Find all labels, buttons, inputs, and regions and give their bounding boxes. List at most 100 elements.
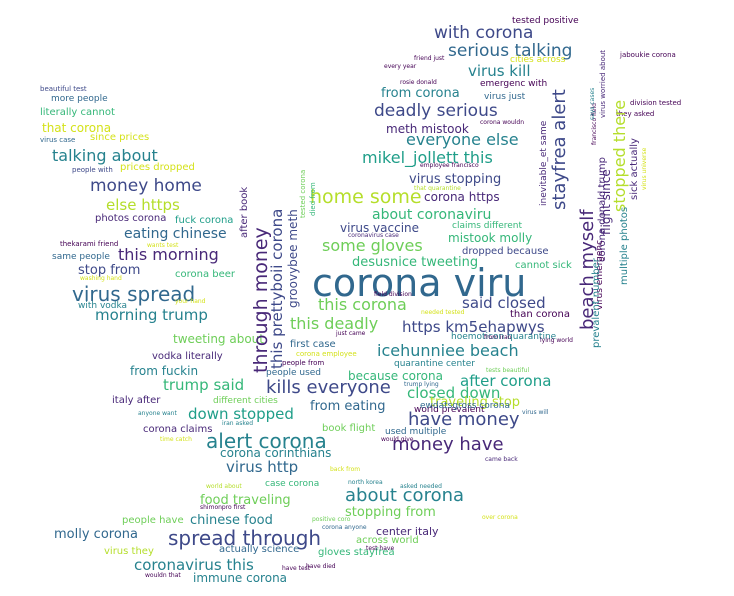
word: every year — [384, 63, 417, 70]
word: fuck corona — [175, 215, 234, 226]
word: first case — [290, 339, 336, 350]
word: emergenc with — [480, 79, 548, 89]
word: virus case — [40, 136, 76, 144]
word: groovybee meth — [286, 209, 300, 308]
word: prices dropped — [120, 162, 195, 173]
word: have test — [282, 565, 311, 572]
word: since prices — [90, 132, 150, 143]
word: mistook molly — [448, 231, 533, 245]
word: alert corona — [206, 429, 327, 453]
word: people from — [282, 359, 325, 367]
word: wouldn that — [145, 572, 181, 579]
word: quarantine center — [394, 359, 475, 369]
word: corona beer — [175, 269, 236, 280]
word: https km5ehapwys — [402, 318, 545, 336]
word: anyone want — [138, 410, 177, 417]
word: eating chinese — [124, 226, 227, 242]
word: this morning — [118, 245, 219, 264]
word: than corona — [510, 309, 570, 320]
word: center italy — [376, 525, 439, 538]
word: else https — [106, 196, 180, 214]
word: this corona — [318, 295, 407, 314]
word: chinese food — [190, 513, 273, 528]
word: jaboukie corona — [620, 51, 676, 59]
word: about coronaviru — [372, 207, 492, 223]
word: multiple photos — [619, 206, 630, 285]
word: back from — [330, 466, 361, 473]
word: inevitable_et same — [539, 120, 549, 206]
word: ewdatsgross corona — [420, 401, 510, 411]
word: beautiful test — [40, 85, 87, 93]
word: coronavirus this — [134, 556, 254, 574]
word: gloves stayfrea — [318, 547, 395, 558]
word: iran asked — [222, 420, 254, 427]
word: stopping from — [345, 505, 436, 520]
word: icehunniee beach — [377, 341, 519, 360]
word: your hand — [175, 298, 206, 305]
word: from corona — [381, 86, 460, 101]
word: came back — [485, 456, 518, 463]
word: rosie donald — [400, 79, 437, 86]
word: just came — [336, 330, 366, 337]
word: time catch — [160, 436, 192, 443]
word: people used — [266, 368, 322, 378]
word: would give — [381, 436, 414, 443]
word: corona corinthians — [220, 446, 332, 460]
word: same people — [52, 252, 110, 262]
word: that quarantine — [414, 185, 461, 192]
word: case corona — [265, 479, 320, 489]
word: people have — [122, 515, 184, 526]
word: corona https — [424, 190, 500, 204]
word: they asked — [616, 110, 655, 118]
word: people with — [72, 166, 113, 174]
word: friend just — [414, 55, 445, 62]
word: division tested — [630, 99, 682, 107]
word: down stopped — [188, 405, 294, 423]
word: this deadly — [290, 314, 379, 333]
word: that corona — [42, 121, 112, 135]
word: dropped because — [462, 246, 549, 257]
word: actually science — [219, 544, 300, 555]
word: tests beautiful — [486, 367, 530, 374]
word: virus spread — [72, 282, 196, 306]
word: desusnice tweeting — [352, 255, 479, 270]
word: lying world — [540, 337, 573, 344]
word: corona viru — [312, 261, 527, 305]
word: from eating — [310, 399, 386, 414]
word: cannot sick — [515, 260, 572, 271]
word: shimonpro first — [200, 504, 246, 511]
word: used multiple — [385, 427, 447, 437]
word: asked needed — [400, 483, 442, 490]
word: photos corona — [95, 213, 167, 224]
word: after book — [239, 186, 250, 238]
word: claims different — [452, 221, 523, 231]
word: everyone else — [406, 130, 519, 149]
word: with vodka — [78, 301, 128, 311]
word: positive coro — [312, 516, 351, 523]
word: italy after — [112, 395, 161, 406]
word: tested positive — [512, 16, 579, 26]
word: because corona — [348, 369, 443, 383]
word: field division — [374, 291, 412, 298]
word: virus they — [104, 546, 154, 557]
word: trump said — [163, 376, 245, 394]
word: virus will — [522, 409, 549, 416]
word: corona claims — [143, 424, 213, 435]
word: virus stopping — [409, 172, 502, 187]
word: money have — [392, 434, 504, 455]
word: mikel_jollett this — [362, 148, 493, 167]
word: virus http — [226, 458, 299, 476]
word: molly corona — [54, 527, 138, 542]
word: kills everyone — [266, 377, 391, 398]
word: sick actually — [629, 138, 640, 200]
word: spread through — [168, 526, 322, 550]
word: talking about — [52, 146, 158, 165]
word: world about — [206, 483, 242, 490]
word: virus kill — [468, 62, 531, 80]
word: cities across — [510, 55, 566, 65]
word: virus just — [484, 92, 526, 102]
word: this prettyboii corona — [268, 208, 286, 369]
word: traveling stop — [430, 395, 521, 410]
word: test have — [366, 545, 395, 552]
